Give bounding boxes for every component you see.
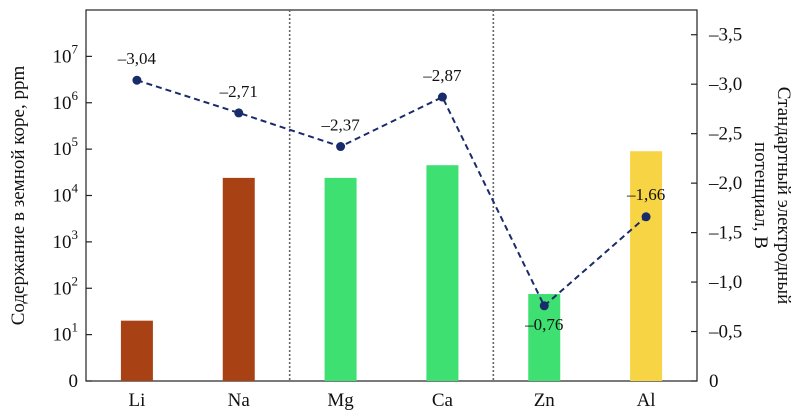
bar-mg (324, 177, 357, 381)
group-separators (288, 10, 495, 381)
potential-series: –3,04 –2,71 –2,37 –2,87 –0,76 –1,66 (117, 49, 665, 334)
bar-li (120, 320, 153, 381)
left-tick-label: 107 (53, 41, 79, 67)
y-axis-right-label: Стандартный электродныйпотенциал, В (750, 87, 794, 305)
left-tick-label: 103 (53, 227, 79, 253)
potential-data-label: –2,37 (320, 116, 360, 135)
right-tick-label: –2,5 (708, 124, 742, 145)
x-tick-label-zn: Zn (534, 390, 556, 411)
potential-data-label: –1,66 (626, 185, 665, 204)
potential-data-label: –2,87 (422, 66, 462, 85)
left-tick-label: 105 (53, 134, 79, 160)
left-tick-label: 0 (69, 371, 79, 392)
x-tick-label-mg: Mg (327, 390, 354, 411)
potential-point-ca (437, 92, 447, 102)
plot-area (85, 9, 698, 382)
right-axis: 0 –0,5 –1,0 –1,5 –2,0 –2,5 –3,0 –3,5 (691, 25, 742, 392)
bar-ca (426, 165, 459, 381)
left-tick-label: 102 (53, 273, 79, 299)
bars (120, 151, 663, 381)
right-tick-label: –1,5 (708, 223, 742, 244)
potential-point-mg (336, 142, 346, 152)
potential-point-li (132, 75, 142, 85)
left-tick-label: 101 (53, 320, 79, 346)
potential-point-al (641, 212, 651, 222)
right-tick-label: –3,0 (708, 74, 742, 95)
potential-point-na (234, 108, 244, 118)
x-tick-label-al: Al (637, 390, 656, 411)
potential-data-label: –2,71 (219, 82, 258, 101)
x-tick-label-na: Na (228, 390, 251, 411)
right-tick-label: –1,0 (708, 272, 742, 293)
left-tick-label: 106 (53, 88, 79, 114)
potential-data-label: –3,04 (117, 49, 157, 68)
left-tick-label: 104 (53, 181, 79, 207)
potential-data-label: –0,76 (524, 315, 563, 334)
y-axis-left-label: Содержание в земной коре, ppm (8, 66, 29, 326)
x-tick-label-ca: Ca (432, 390, 454, 411)
potential-point-zn (539, 301, 549, 311)
right-tick-label: –2,0 (708, 173, 742, 194)
bar-al (630, 151, 663, 381)
bar-na (222, 177, 255, 381)
x-tick-label-li: Li (128, 390, 145, 411)
x-axis: Li Na Mg Ca Zn Al (128, 390, 655, 411)
right-tick-label: –0,5 (708, 322, 742, 343)
right-tick-label: –3,5 (708, 25, 742, 46)
right-tick-label: 0 (709, 371, 719, 392)
potential-line (136, 79, 647, 308)
